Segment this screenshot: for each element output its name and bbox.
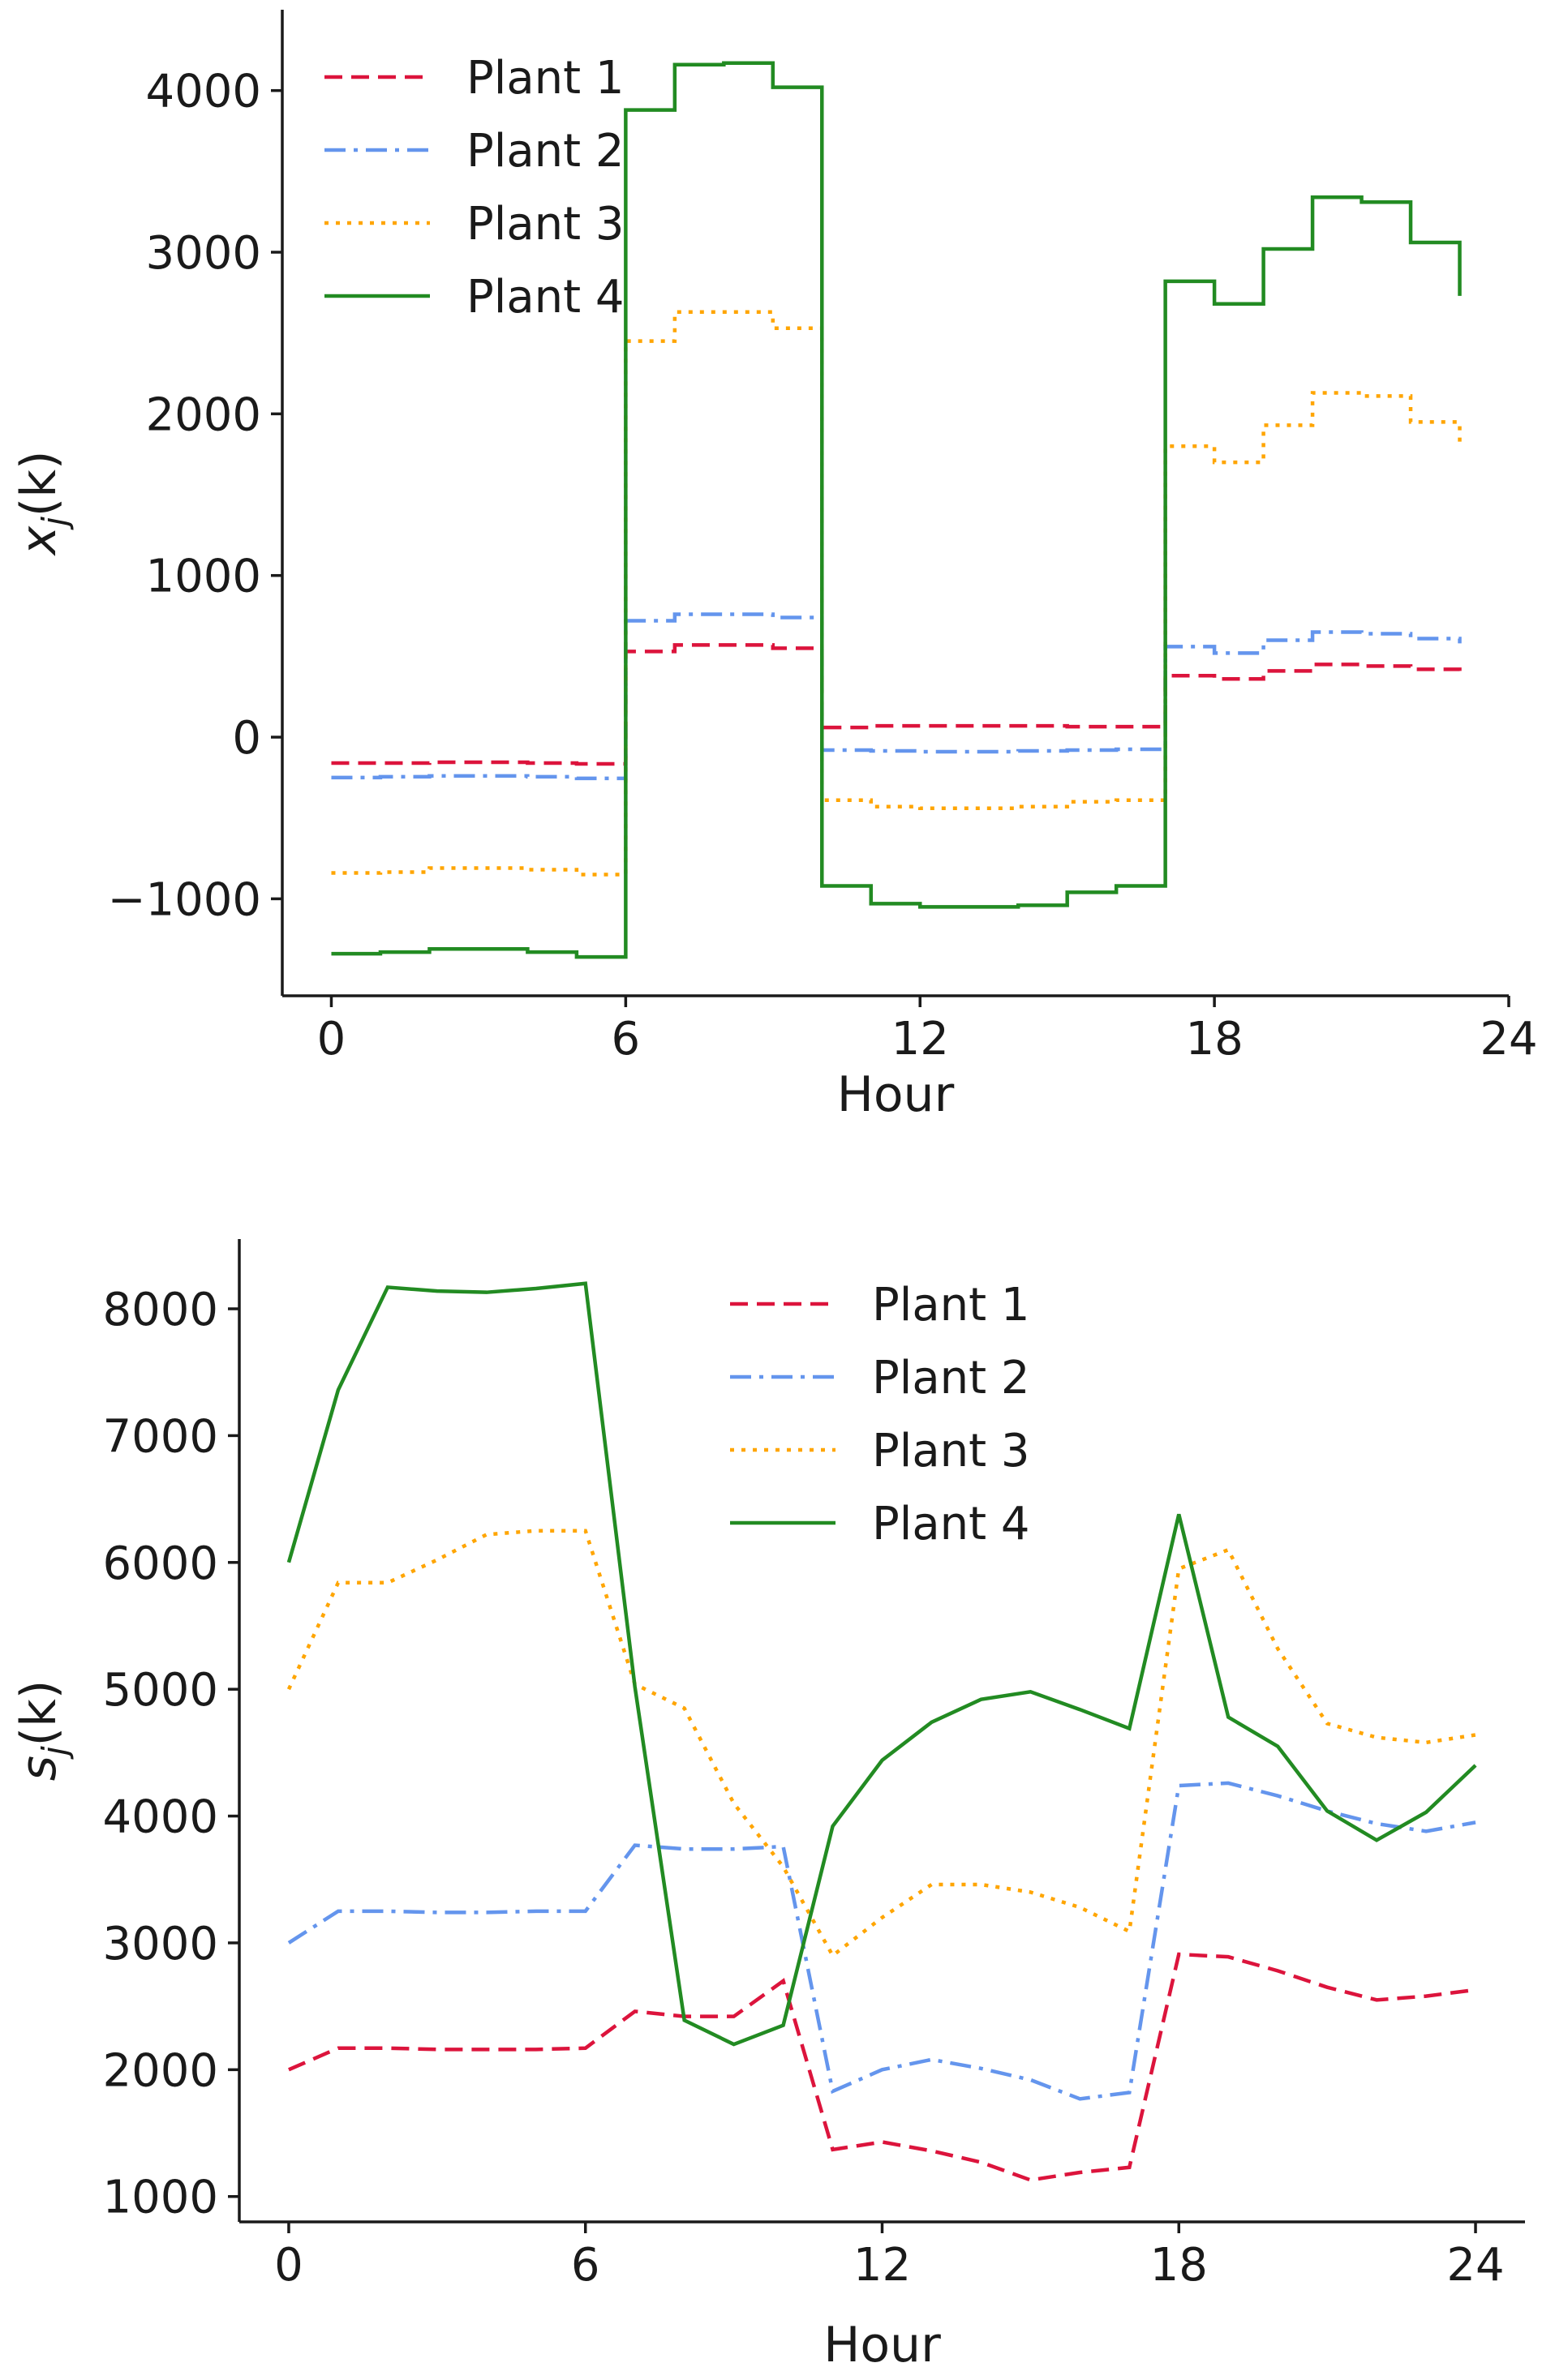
bottom-x-tick-label: 6 (571, 2239, 600, 2292)
bottom-legend-label-plant-2: Plant 2 (872, 1352, 1030, 1404)
bottom-y-axis-label: sj(k) (11, 1680, 75, 1782)
bottom-y-tick-label: 2000 (102, 2044, 218, 2097)
bottom-y-label-subscript: j (35, 1746, 75, 1760)
bottom-y-label-argument: (k) (11, 1680, 67, 1747)
top-y-tick-label: 0 (232, 712, 261, 765)
bottom-y-tick-label: 3000 (102, 1918, 218, 1970)
bottom-y-tick-label: 7000 (102, 1410, 218, 1463)
bottom-series-plant-2-line (287, 1781, 1476, 2101)
top-legend-label-plant-2: Plant 2 (466, 125, 625, 178)
chart-bottom-s-values: 0 6 12 18 24 1000 2000 3000 4000 5000 6000 7000 8000… (11, 1239, 1525, 2374)
top-series-plant-1-line (331, 643, 1462, 766)
top-y-tick-label: 2000 (145, 388, 261, 441)
top-y-label-subscript: j (35, 517, 75, 530)
bottom-series-plant-4-line (286, 1281, 1477, 2047)
top-y-axis-label: xj(k) (11, 451, 75, 557)
top-x-tick-label: 18 (1185, 1013, 1243, 1066)
bottom-y-tick-label: 8000 (102, 1284, 218, 1336)
bottom-series-plant-3-line (286, 1529, 1476, 1958)
bottom-x-tick-label: 0 (274, 2239, 303, 2292)
bottom-y-label-symbol: s (11, 1756, 67, 1781)
chart-top-x-values: 0 6 12 18 24 −1000 0 1000 2000 3000 4000 Hour xj(k) P… (11, 10, 1538, 1123)
top-x-axis-label: Hour (837, 1066, 955, 1123)
bottom-x-tick-label: 12 (853, 2239, 911, 2292)
bottom-legend-label-plant-3: Plant 3 (872, 1425, 1030, 1477)
top-y-tick-label: 3000 (145, 227, 261, 280)
top-y-tick-label: 1000 (145, 551, 261, 603)
top-y-label-argument: (k) (11, 451, 67, 517)
top-y-tick-label: 4000 (145, 66, 261, 118)
bottom-legend-label-plant-1: Plant 1 (872, 1279, 1030, 1332)
top-x-tick-label: 12 (891, 1013, 949, 1066)
bottom-x-tick-label: 18 (1150, 2239, 1208, 2292)
top-x-tick-label: 24 (1480, 1013, 1537, 1066)
bottom-series-plant-1-line (288, 1952, 1476, 2182)
top-series-plant-4-line (331, 61, 1462, 959)
top-y-tick-label: −1000 (108, 873, 261, 926)
top-legend-label-plant-3: Plant 3 (466, 198, 625, 251)
bottom-legend-label-plant-4: Plant 4 (872, 1498, 1030, 1550)
top-x-tick-label: 0 (317, 1013, 346, 1066)
bottom-y-tick-label: 6000 (102, 1537, 218, 1590)
bottom-y-tick-label: 1000 (102, 2172, 218, 2224)
top-y-label-symbol: x (11, 525, 67, 556)
top-series-plant-3-line (331, 310, 1462, 877)
bottom-y-tick-label: 4000 (102, 1791, 218, 1844)
bottom-x-axis-label: Hour (823, 2317, 941, 2374)
bottom-x-tick-label: 24 (1446, 2239, 1504, 2292)
bottom-y-tick-label: 5000 (102, 1664, 218, 1717)
top-legend-label-plant-4: Plant 4 (466, 271, 625, 324)
top-x-tick-label: 6 (612, 1013, 641, 1066)
top-legend-label-plant-1: Plant 1 (466, 52, 625, 105)
